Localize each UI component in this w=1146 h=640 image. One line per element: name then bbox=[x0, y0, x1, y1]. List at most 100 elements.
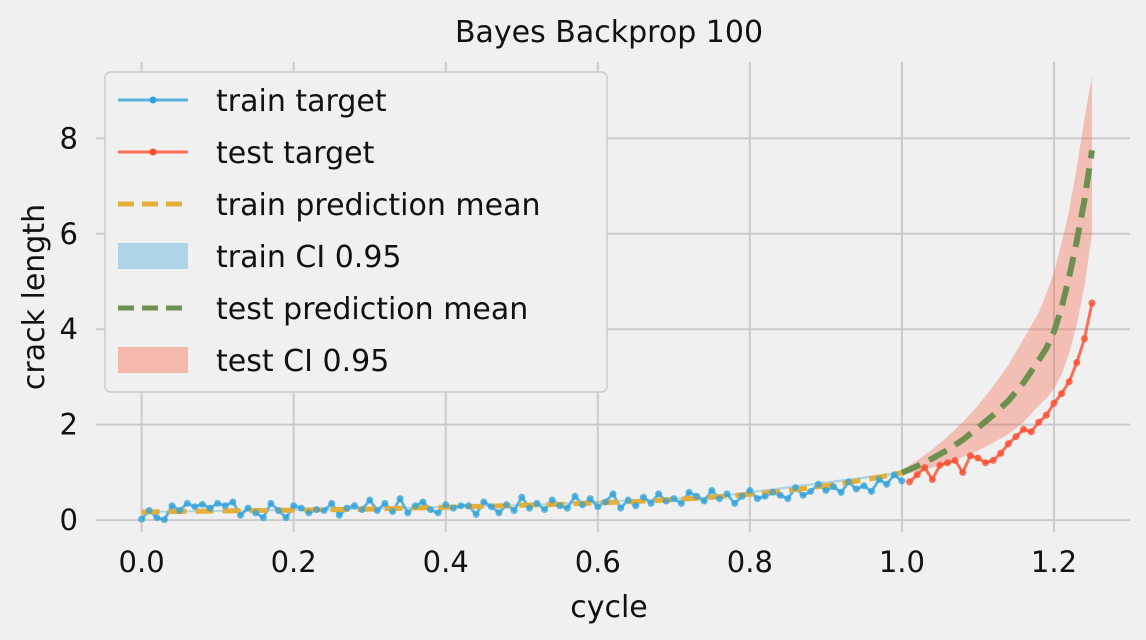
train-target-point bbox=[320, 507, 328, 515]
train-target-point bbox=[145, 507, 153, 515]
legend-label: test target bbox=[216, 136, 375, 171]
train-target-point bbox=[814, 480, 822, 488]
test-target-point bbox=[982, 459, 990, 467]
train-target-point bbox=[168, 502, 176, 510]
test-target-point bbox=[906, 478, 914, 486]
train-target-point bbox=[495, 509, 503, 517]
test-target-point bbox=[944, 459, 952, 467]
train-target-point bbox=[533, 499, 541, 507]
train-target-point bbox=[776, 491, 784, 499]
train-target-point bbox=[852, 485, 860, 493]
train-target-point bbox=[556, 502, 564, 510]
train-target-point bbox=[518, 493, 526, 501]
train-target-point bbox=[670, 495, 678, 503]
x-tick-label: 0.4 bbox=[423, 545, 469, 579]
train-target-point bbox=[351, 502, 358, 510]
train-target-point bbox=[632, 502, 640, 510]
train-target-point bbox=[715, 495, 723, 503]
legend-label: test prediction mean bbox=[216, 292, 528, 327]
train-target-point bbox=[373, 507, 381, 515]
test-target-point bbox=[1020, 425, 1028, 433]
test-target-point bbox=[1088, 299, 1096, 307]
train-target-point bbox=[746, 486, 754, 494]
train-target-point bbox=[845, 478, 853, 486]
train-target-point bbox=[624, 496, 632, 504]
train-target-point bbox=[617, 504, 625, 512]
train-target-point bbox=[389, 507, 397, 515]
legend-box bbox=[104, 71, 608, 393]
test-target-point bbox=[1027, 428, 1035, 436]
train-target-point bbox=[457, 502, 465, 510]
train-target-point bbox=[138, 515, 146, 523]
train-target-point bbox=[503, 501, 511, 509]
train-target-point bbox=[685, 488, 693, 496]
train-target-point bbox=[343, 504, 351, 512]
train-target-point bbox=[335, 511, 343, 519]
train-target-point bbox=[267, 499, 275, 507]
y-tick-label: 6 bbox=[60, 217, 78, 251]
train-target-point bbox=[487, 503, 495, 511]
train-target-point bbox=[381, 499, 389, 507]
train-target-point bbox=[601, 498, 609, 506]
train-target-point bbox=[677, 499, 685, 507]
series-points bbox=[138, 299, 1096, 524]
train-target-point bbox=[282, 514, 290, 522]
chart-title: Bayes Backprop 100 bbox=[455, 15, 763, 50]
train-target-point bbox=[761, 492, 769, 500]
test-target-point bbox=[959, 468, 967, 476]
test-target-point bbox=[1035, 418, 1043, 426]
test-target-point bbox=[1042, 411, 1050, 419]
x-tick-label: 1.0 bbox=[879, 545, 925, 579]
x-axis-label: cycle bbox=[570, 590, 648, 625]
train-target-point bbox=[214, 499, 222, 507]
train-target-point bbox=[868, 487, 875, 495]
train-target-point bbox=[229, 498, 237, 506]
train-target-point bbox=[396, 495, 404, 503]
test-target-point bbox=[928, 476, 936, 484]
y-tick-label: 0 bbox=[60, 503, 78, 537]
test-target-point bbox=[1012, 433, 1020, 441]
x-tick-label: 0.8 bbox=[727, 545, 773, 579]
train-target-point bbox=[366, 496, 374, 504]
train-target-point bbox=[252, 509, 260, 517]
train-target-point bbox=[829, 483, 837, 491]
train-target-point bbox=[784, 495, 792, 503]
legend-swatch-patch bbox=[118, 347, 188, 373]
test-target-point bbox=[1050, 399, 1058, 407]
test-target-point bbox=[997, 449, 1005, 457]
train-target-point bbox=[427, 506, 435, 514]
test-target-point bbox=[1004, 440, 1012, 448]
legend-label: train CI 0.95 bbox=[216, 240, 402, 275]
train-target-point bbox=[206, 504, 214, 512]
legend-swatch-patch bbox=[118, 243, 188, 269]
legend-swatch-marker bbox=[149, 148, 157, 156]
train-target-point bbox=[769, 488, 777, 496]
train-target-point bbox=[434, 509, 442, 517]
test-target-point bbox=[913, 471, 921, 479]
train-target-point bbox=[411, 502, 419, 510]
train-target-point bbox=[236, 511, 244, 519]
train-target-point bbox=[480, 498, 488, 506]
train-target-point bbox=[525, 504, 533, 512]
train-target-point bbox=[837, 488, 845, 496]
train-target-point bbox=[860, 482, 868, 490]
train-target-point bbox=[723, 490, 731, 498]
x-tick-label: 0.0 bbox=[119, 545, 165, 579]
train-target-point bbox=[753, 495, 761, 503]
train-target-point bbox=[579, 501, 587, 509]
train-target-point bbox=[738, 492, 746, 500]
train-target-point bbox=[312, 506, 320, 514]
test-prediction-mean-line bbox=[900, 149, 1095, 476]
legend: train target test target train prediction … bbox=[104, 71, 608, 393]
train-target-point bbox=[510, 507, 518, 515]
train-target-point bbox=[153, 514, 161, 522]
train-target-point bbox=[419, 498, 427, 506]
test-target-point bbox=[989, 456, 997, 464]
x-tick-label: 0.2 bbox=[271, 545, 317, 579]
test-target-point bbox=[1073, 359, 1081, 367]
train-target-point bbox=[548, 496, 556, 504]
train-target-point bbox=[160, 516, 168, 524]
test-target-point bbox=[1065, 378, 1073, 386]
test-target-point bbox=[1058, 390, 1066, 398]
